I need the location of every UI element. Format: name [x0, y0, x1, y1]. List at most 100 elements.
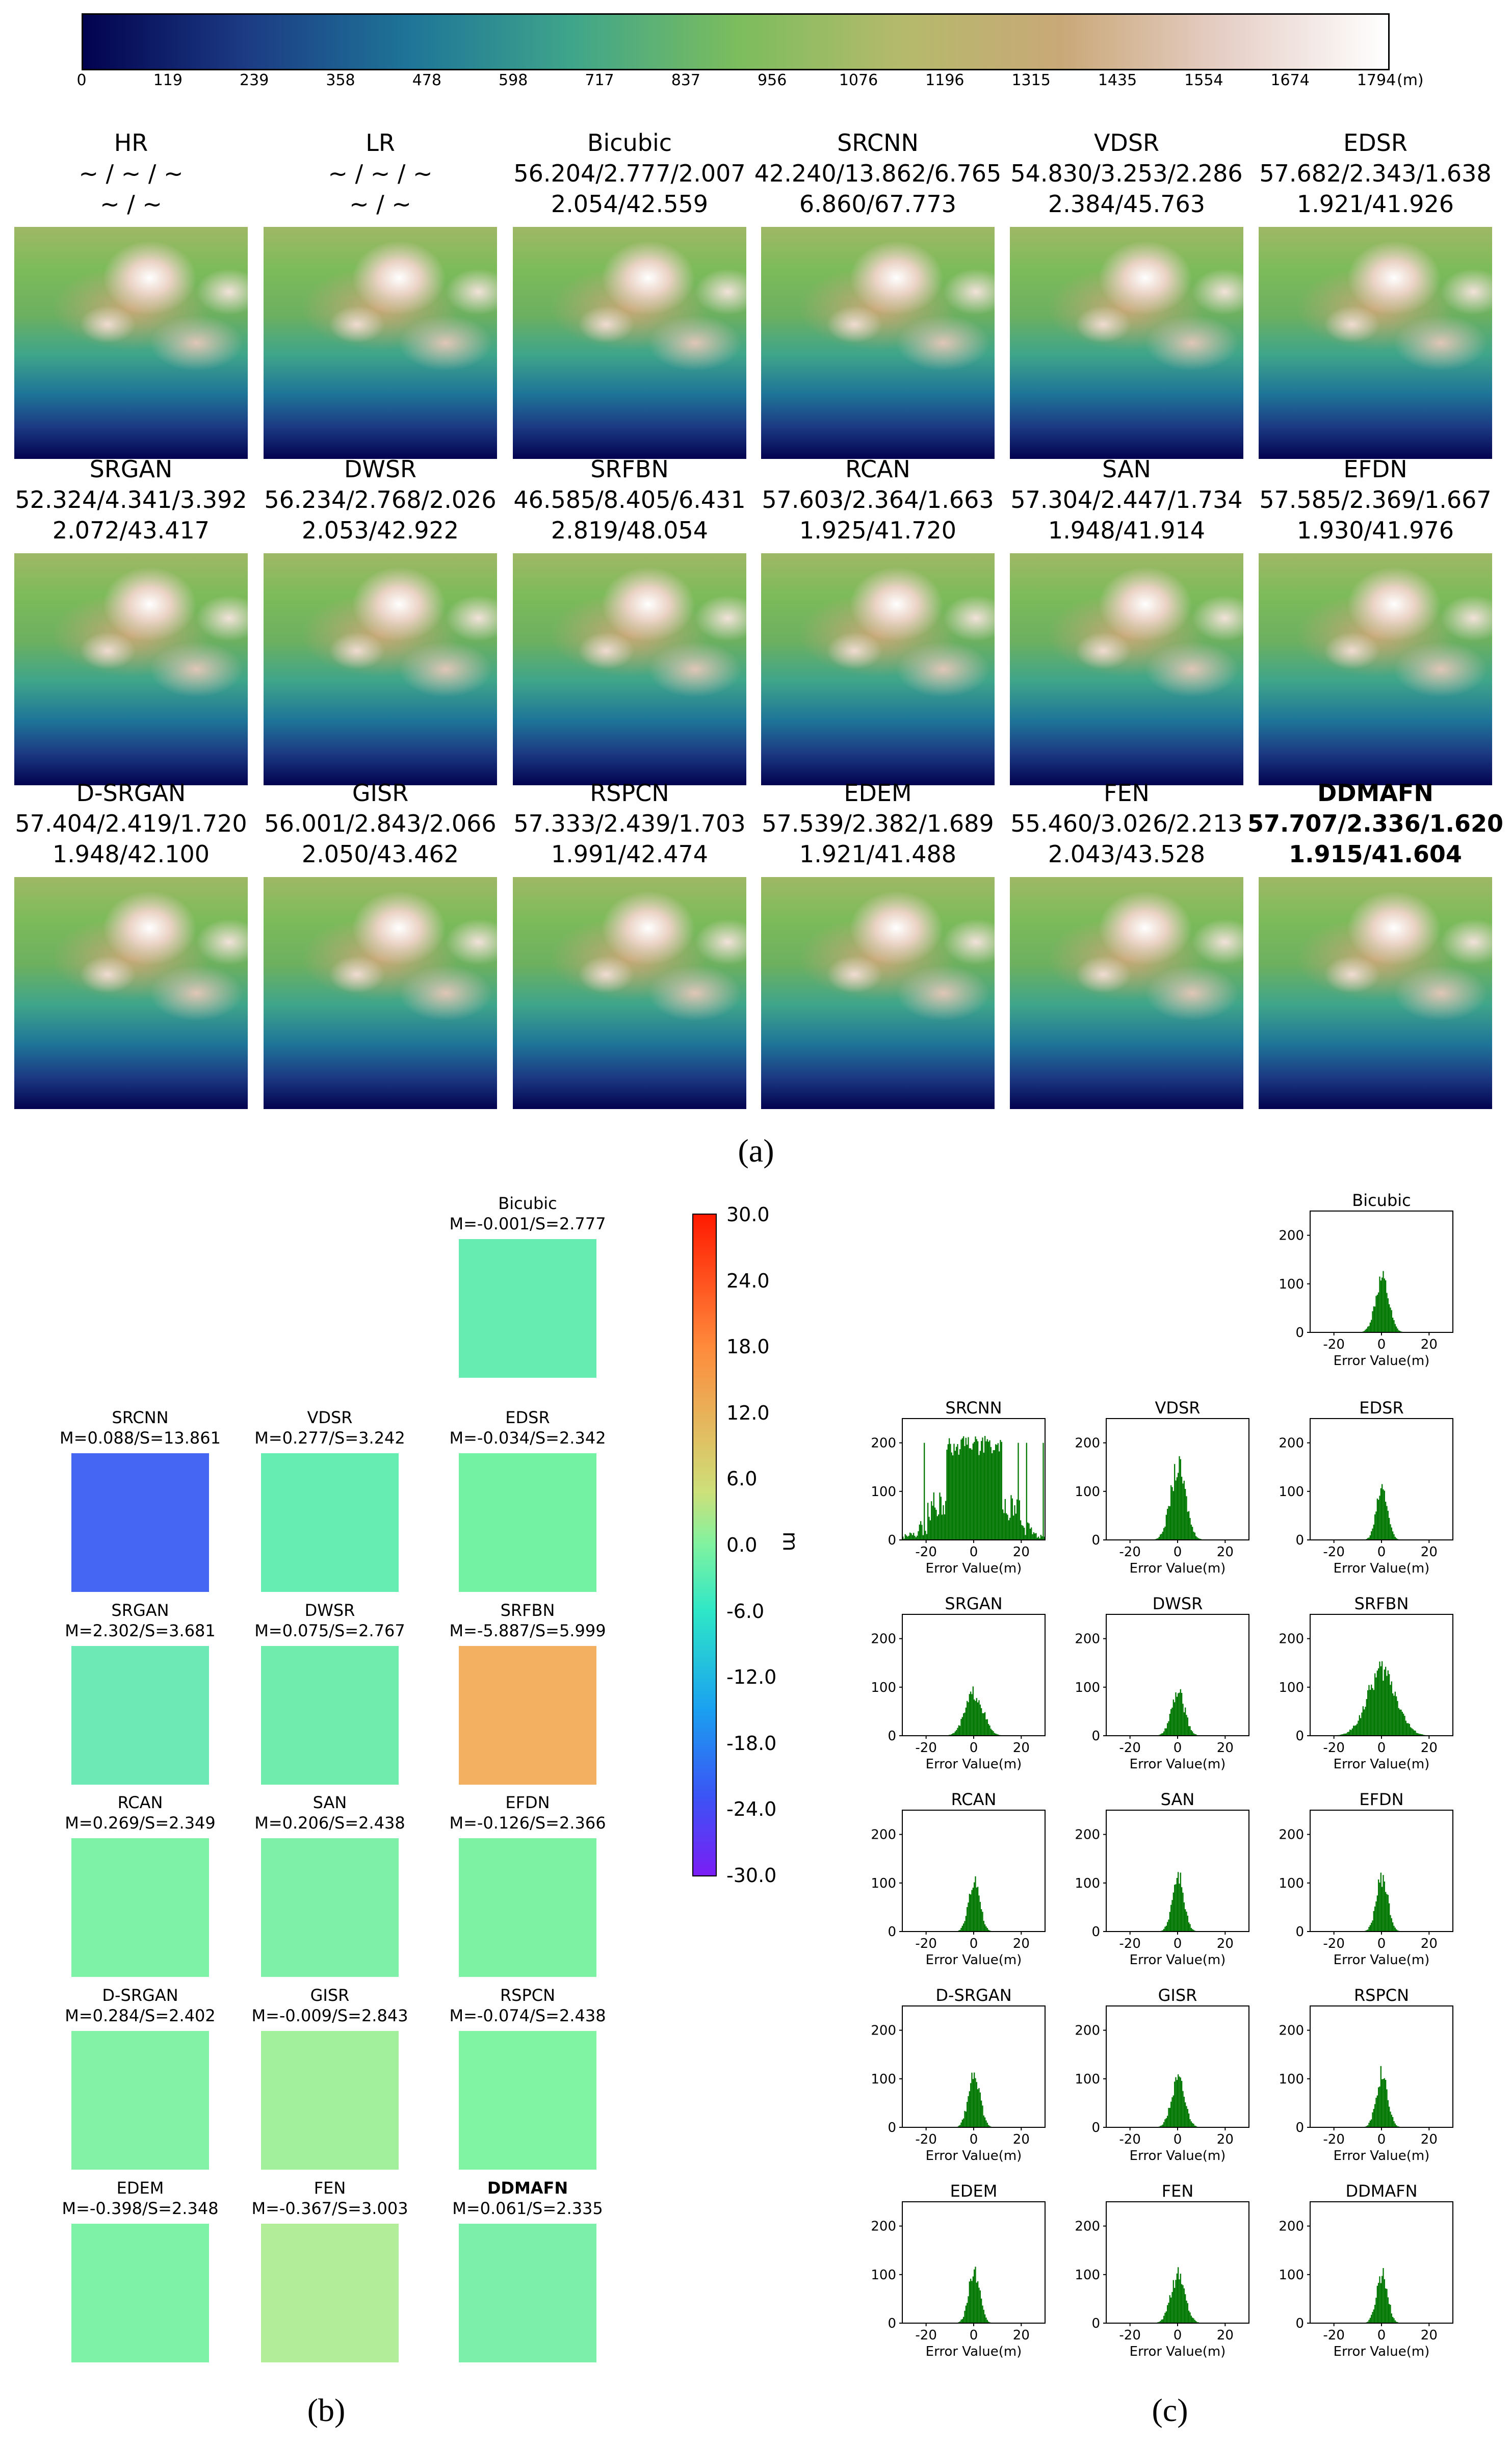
model-title-line1: 55.460/3.026/2.213: [1010, 810, 1243, 837]
histogram-bar: [975, 2078, 976, 2127]
x-axis-label: Error Value(m): [1130, 2344, 1226, 2359]
histogram-bar: [1175, 1692, 1177, 1736]
x-tick-label: 20: [1421, 1337, 1438, 1352]
error-map-tile: [261, 2224, 399, 2362]
histogram-bar: [1364, 1331, 1365, 1332]
x-tick-label: 0: [1377, 1936, 1386, 1951]
histogram-bar: [967, 2303, 968, 2323]
histogram-bar: [1393, 1925, 1395, 1932]
histogram-bar: [1039, 1538, 1040, 1540]
histogram-bar: [1022, 1526, 1024, 1540]
histogram-bar: [1174, 2081, 1176, 2127]
histogram-bar: [1397, 2322, 1398, 2323]
histogram-bar: [1412, 1729, 1414, 1736]
model-title-line2: 1.991/42.474: [551, 840, 709, 868]
histogram-bar: [1175, 2280, 1177, 2323]
model-title-name: EDSR: [1343, 129, 1407, 157]
y-tick-label: 0: [1091, 2120, 1100, 2135]
error-map-tile: [261, 2031, 399, 2170]
histogram-bar: [1194, 1734, 1195, 1736]
histogram-bar: [1164, 2119, 1166, 2127]
histogram-bar: [984, 1712, 986, 1736]
histogram-bar: [1389, 1304, 1390, 1332]
y-tick-label: 200: [1075, 1436, 1100, 1451]
histogram-bar: [958, 1454, 959, 1540]
model-title-line2: 2.072/43.417: [52, 517, 210, 544]
histogram-bar: [1160, 1534, 1161, 1540]
histogram-bar: [1397, 1701, 1398, 1736]
histogram-bar: [1376, 1670, 1378, 1736]
histogram-bar: [1167, 2116, 1168, 2127]
histogram-bar: [1156, 1538, 1158, 1540]
histogram-bar: [1195, 1734, 1197, 1736]
y-tick-label: 100: [1279, 2268, 1304, 2283]
histogram-bar: [1405, 1720, 1406, 1736]
histogram-title: EFDN: [1359, 1790, 1403, 1809]
x-tick-label: -20: [1119, 1936, 1140, 1951]
histogram-bar: [1375, 1677, 1377, 1736]
histogram-bar: [969, 2281, 970, 2323]
histogram-bar: [963, 2118, 964, 2127]
histogram-bar: [1190, 2315, 1192, 2323]
histogram-bar: [1390, 1524, 1391, 1540]
histogram-bar: [1182, 1483, 1184, 1540]
histogram-bar: [1386, 2089, 1388, 2127]
y-tick-label: 200: [1075, 1828, 1100, 1843]
model-title-line1: 57.404/2.419/1.720: [15, 810, 247, 837]
elevation-tick-label: 1674: [1270, 71, 1310, 89]
histogram-bar: [1187, 1717, 1188, 1736]
histogram-bar: [1376, 1498, 1378, 1540]
histogram-bar: [1383, 1875, 1384, 1932]
histogram-bar: [967, 1907, 968, 1932]
histogram-bar: [960, 2122, 962, 2127]
x-axis-label: Error Value(m): [926, 1952, 1022, 1968]
histogram-bar: [1372, 2112, 1373, 2127]
histogram-bar: [1190, 1927, 1192, 1932]
x-axis-label: Error Value(m): [1130, 1757, 1226, 1772]
histogram-bar: [1185, 1707, 1186, 1736]
elevation-tick-label: 1315: [1011, 71, 1051, 89]
error-map-name: SRFBN: [500, 1601, 555, 1620]
histogram-bar: [989, 1440, 990, 1540]
x-tick-label: -20: [915, 1936, 936, 1951]
histogram-bar: [1180, 2274, 1181, 2323]
model-title-name: SAN: [1102, 455, 1151, 483]
histogram-bar: [1367, 2322, 1369, 2323]
histogram-bar: [1163, 1528, 1165, 1540]
histogram-bar: [1369, 1322, 1371, 1332]
error-map-stats: M=-0.001/S=2.777: [449, 1214, 606, 1233]
histogram-bar: [972, 1887, 974, 1932]
histogram-bar: [1174, 2287, 1176, 2323]
x-tick-label: 20: [1421, 2328, 1438, 2343]
histogram-bar: [919, 1524, 920, 1540]
error-colorbar-tick: 30.0: [726, 1203, 770, 1226]
error-map-tile: [71, 1453, 209, 1592]
histogram-bar: [994, 1450, 995, 1540]
histogram-bar: [1021, 1525, 1023, 1540]
histogram-bar: [1367, 2125, 1369, 2127]
histogram-bar: [976, 2282, 977, 2323]
y-tick-label: 200: [871, 2023, 896, 2039]
histogram-title: D-SRGAN: [935, 1986, 1011, 2005]
x-axis-label: Error Value(m): [1130, 1561, 1226, 1576]
histogram-bar: [907, 1536, 908, 1540]
x-tick-label: -20: [915, 1740, 936, 1756]
histogram-bar: [976, 1439, 977, 1540]
histogram-bar: [1390, 1685, 1391, 1736]
model-title-line2: 1.921/41.926: [1296, 190, 1454, 218]
histogram-bar: [944, 1514, 945, 1540]
x-tick-label: -20: [1323, 2132, 1344, 2147]
histogram-bar: [1393, 2121, 1395, 2127]
error-map-name: DDMAFN: [487, 2178, 568, 2198]
histogram-bar: [974, 1882, 975, 1932]
x-axis-label: Error Value(m): [926, 1561, 1022, 1576]
model-title-line2: 2.053/42.922: [301, 517, 459, 544]
histogram-bar: [1391, 2115, 1392, 2127]
model-title-line2: 1.948/42.100: [52, 840, 210, 868]
histogram-bar: [1397, 1930, 1398, 1932]
histogram-title: FEN: [1162, 2181, 1194, 2201]
error-colorbar-tick: 24.0: [726, 1269, 770, 1292]
histogram-bar: [1378, 2283, 1379, 2323]
